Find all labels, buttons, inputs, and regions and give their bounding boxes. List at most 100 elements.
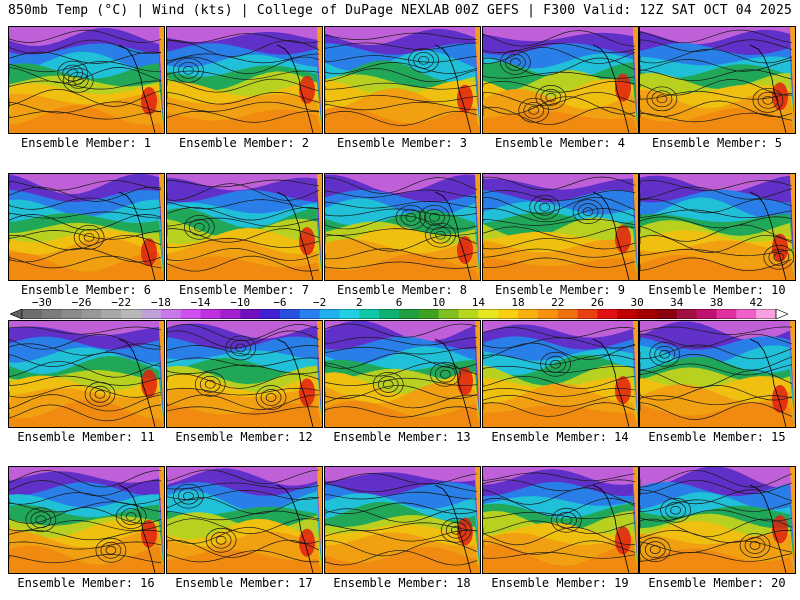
member-map-6 [8,173,165,281]
member-map-5 [639,26,796,134]
member-caption-20: Ensemble Member: 20 [648,576,786,590]
colorbar-segment [81,309,102,319]
member-map-13 [324,320,481,428]
member-map-11 [8,320,165,428]
colorbar-tick-label: 6 [395,296,403,309]
colorbar-segment [637,309,658,319]
colorbar-tick-label: −2 [313,296,327,309]
colorbar-tick-label: 22 [551,296,565,309]
member-map-20 [639,466,796,574]
colorbar-segment [319,309,340,319]
colorbar-tick-label: 30 [630,296,644,309]
colorbar-segment [418,309,440,319]
member-caption-11: Ensemble Member: 11 [17,430,155,444]
member-map-10 [639,173,796,281]
member-caption-1: Ensemble Member: 1 [20,136,152,150]
colorbar-segment [22,309,43,319]
colorbar-segment [537,309,559,319]
colorbar-low-arrow [10,309,23,319]
colorbar-tick-label: 42 [749,296,763,309]
colorbar-segment [716,309,737,319]
colorbar-segment [141,309,162,319]
colorbar-segment [498,309,519,319]
colorbar-segment [379,309,400,319]
colorbar-segment [180,309,201,319]
colorbar-segment [518,309,539,319]
member-map-1 [8,26,165,134]
colorbar-segment [399,309,420,319]
member-caption-18: Ensemble Member: 18 [333,576,471,590]
colorbar-tick-label: −6 [273,296,287,309]
colorbar-segment [339,309,360,319]
member-caption-7: Ensemble Member: 7 [178,283,310,297]
member-caption-19: Ensemble Member: 19 [491,576,629,590]
colorbar-segment [41,309,63,319]
member-map-17 [166,466,323,574]
member-map-12 [166,320,323,428]
colorbar-segment [299,309,321,319]
member-caption-17: Ensemble Member: 17 [175,576,313,590]
member-caption-12: Ensemble Member: 12 [175,430,313,444]
member-map-16 [8,466,165,574]
colorbar-tick-label: −30 [31,296,52,309]
colorbar-tick-label: −14 [190,296,211,309]
colorbar-segment [557,309,578,319]
model-run-info: 00Z GEFS | F300 Valid: 12Z SAT OCT 04 20… [454,3,792,18]
member-caption-16: Ensemble Member: 16 [17,576,155,590]
colorbar-segment [478,309,499,319]
colorbar-segment [736,309,757,319]
member-caption-6: Ensemble Member: 6 [20,283,152,297]
colorbar-segment [577,309,598,319]
colorbar-tick-label: −10 [230,296,251,309]
colorbar-segment [676,309,698,319]
member-caption-8: Ensemble Member: 8 [336,283,468,297]
colorbar-segment [260,309,281,319]
member-caption-4: Ensemble Member: 4 [494,136,626,150]
colorbar-segment [220,309,241,319]
member-caption-3: Ensemble Member: 3 [336,136,468,150]
member-caption-2: Ensemble Member: 2 [178,136,310,150]
member-map-2 [166,26,323,134]
member-map-8 [324,173,481,281]
colorbar-segment [756,309,777,319]
member-map-19 [482,466,639,574]
member-map-7 [166,173,323,281]
colorbar-segment [101,309,122,319]
colorbar-segment [61,309,82,319]
member-map-15 [639,320,796,428]
member-caption-14: Ensemble Member: 14 [491,430,629,444]
colorbar-segment [617,309,638,319]
colorbar-tick-label: −18 [150,296,171,309]
chart-title: 850mb Temp (°C) | Wind (kts) | College o… [8,3,450,18]
colorbar-tick-label: 14 [471,296,485,309]
colorbar-segment [200,309,221,319]
member-map-9 [482,173,639,281]
colorbar-segment [160,309,182,319]
member-caption-10: Ensemble Member: 10 [648,283,786,297]
member-caption-13: Ensemble Member: 13 [333,430,471,444]
colorbar-tick-label: 10 [432,296,446,309]
colorbar-segment [458,309,479,319]
member-caption-9: Ensemble Member: 9 [494,283,626,297]
colorbar-tick-label: 26 [590,296,605,309]
member-map-3 [324,26,481,134]
colorbar-tick-label: 2 [356,296,363,309]
colorbar-segment [279,309,301,319]
colorbar-tick-label: −22 [111,296,132,309]
member-map-14 [482,320,639,428]
member-map-18 [324,466,481,574]
colorbar-segment [597,309,618,319]
colorbar-tick-label: 34 [670,296,684,309]
colorbar-segment [121,309,142,319]
member-map-4 [482,26,639,134]
colorbar-tick-label: −26 [71,296,92,309]
colorbar-high-arrow [775,309,788,319]
member-caption-5: Ensemble Member: 5 [651,136,783,150]
colorbar-segment [696,309,717,319]
member-caption-15: Ensemble Member: 15 [648,430,786,444]
colorbar-segment [438,309,459,319]
colorbar-segment [359,309,380,319]
colorbar-tick-label: 18 [511,296,525,309]
colorbar-tick-label: 38 [709,296,724,309]
colorbar-segment [240,309,261,319]
